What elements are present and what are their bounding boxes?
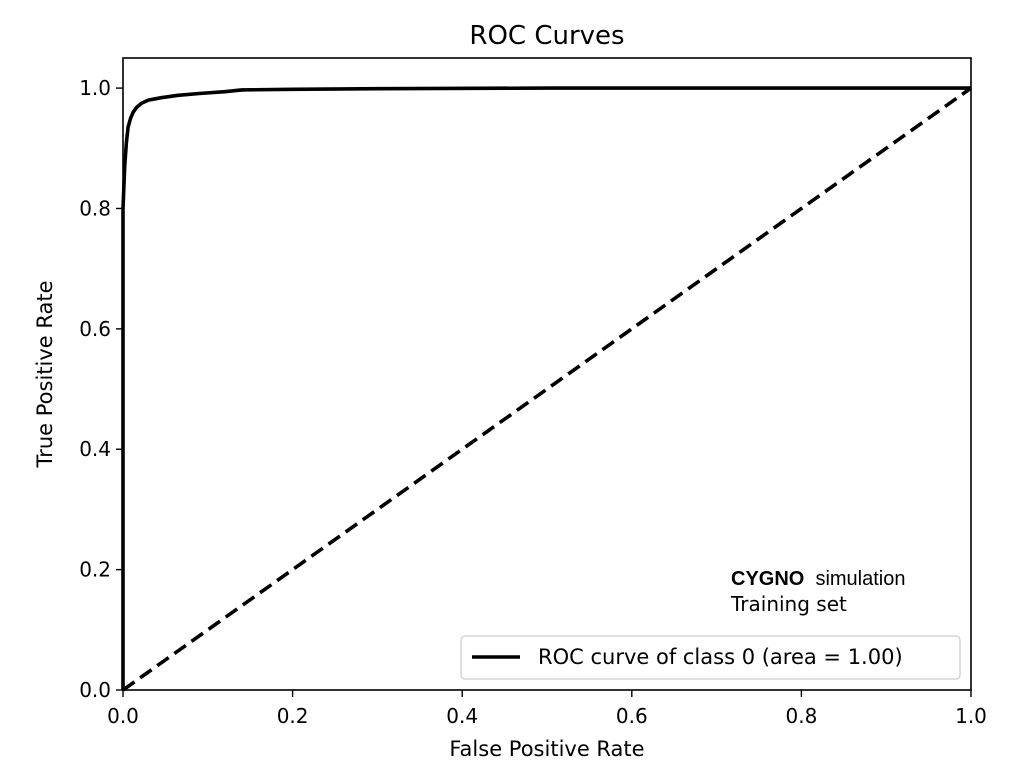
annotation-rest: simulation — [815, 568, 905, 590]
x-tick-label: 1.0 — [955, 704, 987, 728]
roc-curve-class-0 — [121, 86, 971, 690]
chart-title: ROC Curves — [469, 21, 624, 51]
y-axis-label: True Positive Rate — [33, 280, 57, 468]
cygno-annotation: CYGNO simulation Training set — [730, 568, 905, 616]
x-tick-label: 0.0 — [107, 704, 139, 728]
legend-box — [460, 635, 961, 680]
y-tick-label: 1.0 — [79, 76, 111, 100]
x-tick-label: 0.8 — [785, 704, 817, 728]
y-tick-label: 0.2 — [79, 558, 111, 582]
series-layer — [121, 86, 973, 692]
x-axis: 0.0 0.2 0.4 0.6 0.8 1.0 — [107, 690, 987, 728]
legend-entry-label: ROC curve of class 0 (area = 1.00) — [538, 645, 903, 669]
annotation-line-1: CYGNO simulation — [731, 568, 905, 590]
x-tick-label: 0.6 — [616, 704, 648, 728]
annotation-line-2: Training set — [730, 592, 847, 616]
x-axis-label: False Positive Rate — [449, 737, 644, 761]
annotation-bold: CYGNO — [731, 568, 804, 590]
x-tick-label: 0.4 — [446, 704, 478, 728]
legend: ROC curve of class 0 (area = 1.00) — [460, 635, 961, 680]
y-tick-label: 0.0 — [79, 678, 111, 702]
x-tick-label: 0.2 — [277, 704, 309, 728]
y-tick-label: 0.4 — [79, 437, 111, 461]
y-axis: 0.0 0.2 0.4 0.6 0.8 1.0 — [79, 76, 123, 702]
y-tick-label: 0.6 — [79, 317, 111, 341]
y-tick-label: 0.8 — [79, 196, 111, 220]
chance-diagonal-line — [121, 86, 973, 692]
